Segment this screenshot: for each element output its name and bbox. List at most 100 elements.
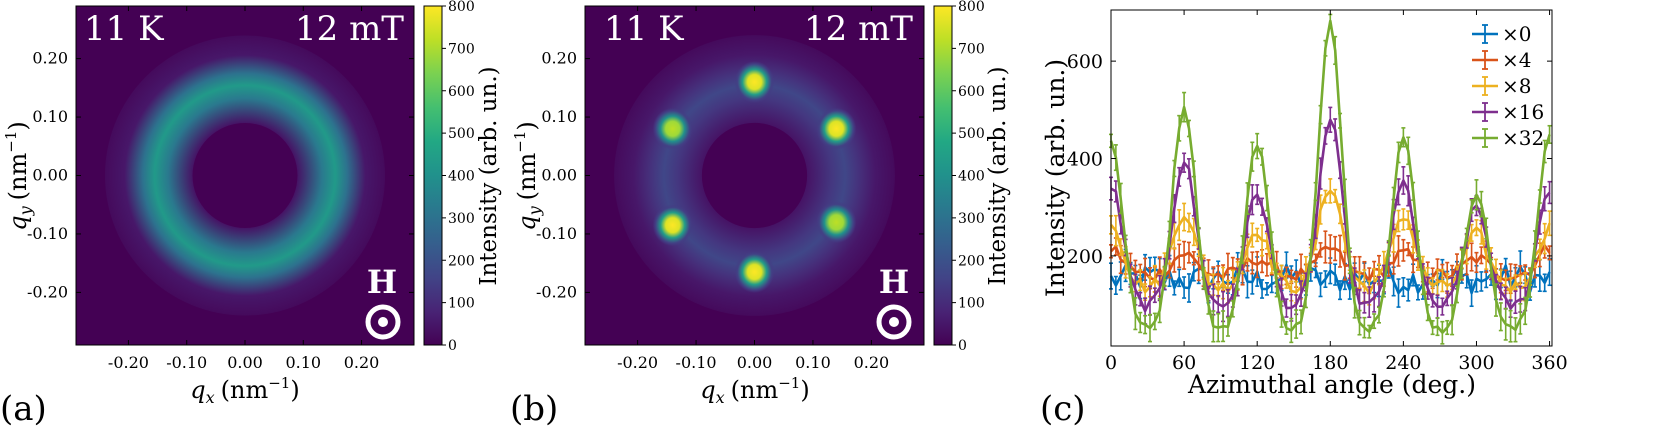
legend-label: ×8 (1502, 74, 1531, 98)
x-tick-label: 300 (1458, 352, 1494, 374)
y-tick-label: 0.10 (541, 107, 577, 126)
y-tick-label: -0.10 (536, 224, 577, 243)
x-tick-label: 0.10 (795, 353, 831, 372)
colorbar-tick-label: 400 (448, 169, 475, 185)
legend-item: ×16 (1472, 100, 1544, 124)
colorbar-a (423, 5, 443, 346)
colorbar-tick-label: 700 (448, 41, 475, 57)
y-tick-label: -0.20 (27, 282, 68, 301)
bragg-spot (816, 201, 857, 244)
colorbar-tick-label: 0 (958, 338, 967, 354)
colorbar-tick-label: 0 (448, 338, 457, 354)
bragg-spot (734, 250, 775, 293)
x-tick-label: 0.00 (737, 353, 773, 372)
field-symbol-a: H (367, 263, 397, 301)
colorbar-tick-label: 300 (448, 211, 475, 227)
x-tick-label: 180 (1312, 352, 1348, 374)
colorbar-b (933, 5, 953, 346)
heatmap-a-yticks: 0.20 0.10 0.00 -0.10 -0.20 (27, 49, 414, 301)
heatmap-b-xticks: -0.20 -0.10 0.00 0.10 0.20 (617, 6, 889, 372)
line-chart-c-xlabel: Azimuthal angle (deg.) (1187, 370, 1476, 399)
colorbar-b-label: Intensity (arb. un.) (985, 66, 1011, 285)
colorbar-tick-label: 600 (448, 84, 475, 100)
heatmap-a-intensity (104, 35, 386, 316)
colorbar-tick-label: 800 (958, 0, 985, 15)
y-tick-label: -0.20 (536, 282, 577, 301)
bragg-spot (652, 204, 693, 247)
x-tick-label: 60 (1172, 352, 1196, 374)
x-tick-label: 0.20 (854, 353, 890, 372)
panel-label-b: (b) (510, 389, 558, 429)
x-tick-label: 0.10 (285, 353, 321, 372)
x-tick-label: 0.00 (227, 353, 263, 372)
colorbar-tick-label: 200 (448, 253, 475, 269)
panel-a: -0.20 -0.10 0.00 0.10 0.20 0.20 0.10 0.00 -0.10… (0, 0, 502, 429)
y-tick-label: 0.20 (541, 49, 577, 68)
panel-label-c: (c) (1040, 389, 1086, 429)
colorbar-tick-label: 300 (958, 211, 985, 227)
heatmap-b-xlabel: qx (nm−1) (700, 374, 809, 407)
line-chart-c-ylabel: Intensity (arb. un.) (1041, 59, 1070, 297)
panel-label-a: (a) (0, 389, 47, 429)
legend-label: ×4 (1502, 48, 1531, 72)
legend-label: ×16 (1502, 100, 1544, 124)
y-tick-label: 0.10 (32, 107, 68, 126)
field-symbol-b: H (879, 263, 909, 301)
legend-label: ×0 (1502, 22, 1531, 46)
colorbar-tick-label: 100 (958, 296, 985, 312)
bragg-spot (734, 60, 775, 103)
x-tick-label: -0.10 (166, 353, 207, 372)
beamstop (701, 122, 808, 229)
heatmap-b-intensity (614, 35, 895, 316)
x-tick-label: 120 (1239, 352, 1275, 374)
legend: ×0×4×8×16×32 (1472, 22, 1544, 150)
colorbar-b-ticks: 0 100 200 300 400 500 600 700 800 (952, 0, 985, 354)
heatmap-b-yticks: 0.20 0.10 0.00 -0.10 -0.20 (536, 49, 924, 301)
x-tick-label: -0.20 (108, 353, 149, 372)
heatmap-b-temperature: 11 K (604, 9, 684, 49)
colorbar-tick-label: 500 (448, 126, 475, 142)
line-chart-c-series (1109, 13, 1552, 345)
legend-label: ×32 (1502, 126, 1544, 150)
line-chart-c-frame (1110, 9, 1553, 347)
y-tick-label: 0.20 (32, 49, 68, 68)
legend-item: ×4 (1472, 48, 1531, 72)
colorbar-tick-label: 600 (958, 84, 985, 100)
bragg-spot (652, 107, 693, 150)
colorbar-tick-label: 500 (958, 126, 985, 142)
x-tick-label: 360 (1531, 352, 1567, 374)
heatmap-a-xticks: -0.20 -0.10 0.00 0.10 0.20 (108, 6, 379, 372)
series-×32 (1109, 13, 1552, 345)
line-chart-c-yticks: 200 400 600 (1067, 51, 1552, 268)
y-tick-label: 0.00 (32, 166, 68, 185)
colorbar-tick-label: 700 (958, 41, 985, 57)
x-tick-label: -0.10 (676, 353, 717, 372)
heatmap-a-xlabel: qx (nm−1) (190, 374, 299, 407)
heatmap-b-field: 12 mT (804, 9, 913, 49)
legend-item: ×32 (1472, 126, 1544, 150)
field-out-of-plane-icon-b (876, 304, 912, 340)
colorbar-a-ticks: 0 100 200 300 400 500 600 700 800 (442, 0, 475, 354)
x-tick-label: 0 (1105, 352, 1117, 374)
panel-b: -0.20 -0.10 0.00 0.10 0.20 0.20 0.10 0.00 -0.10… (510, 0, 1011, 429)
heatmap-a-field: 12 mT (295, 9, 404, 49)
y-tick-label: 200 (1067, 246, 1103, 268)
y-tick-label: -0.10 (27, 224, 68, 243)
heatmap-b-ylabel: qy(nm−1) (511, 121, 544, 231)
colorbar-tick-label: 100 (448, 296, 475, 312)
panel-c: 0 60 120 180 240 300 360 200 400 600 ×0×4×8×16×3… (1040, 9, 1568, 429)
line-chart-c-xticks: 0 60 120 180 240 300 360 (1105, 10, 1568, 374)
heatmap-a-ylabel: qy(nm−1) (2, 121, 35, 231)
x-tick-label: 0.20 (344, 353, 380, 372)
legend-item: ×8 (1472, 74, 1531, 98)
field-out-of-plane-icon-a (365, 304, 401, 340)
y-tick-label: 0.00 (541, 166, 577, 185)
y-tick-label: 600 (1067, 51, 1103, 73)
beamstop (192, 123, 298, 228)
x-tick-label: -0.20 (617, 353, 658, 372)
y-tick-label: 400 (1067, 149, 1103, 171)
heatmap-a-temperature: 11 K (84, 9, 164, 49)
colorbar-a-label: Intensity (arb. un.) (476, 66, 502, 285)
legend-item: ×0 (1472, 22, 1531, 46)
